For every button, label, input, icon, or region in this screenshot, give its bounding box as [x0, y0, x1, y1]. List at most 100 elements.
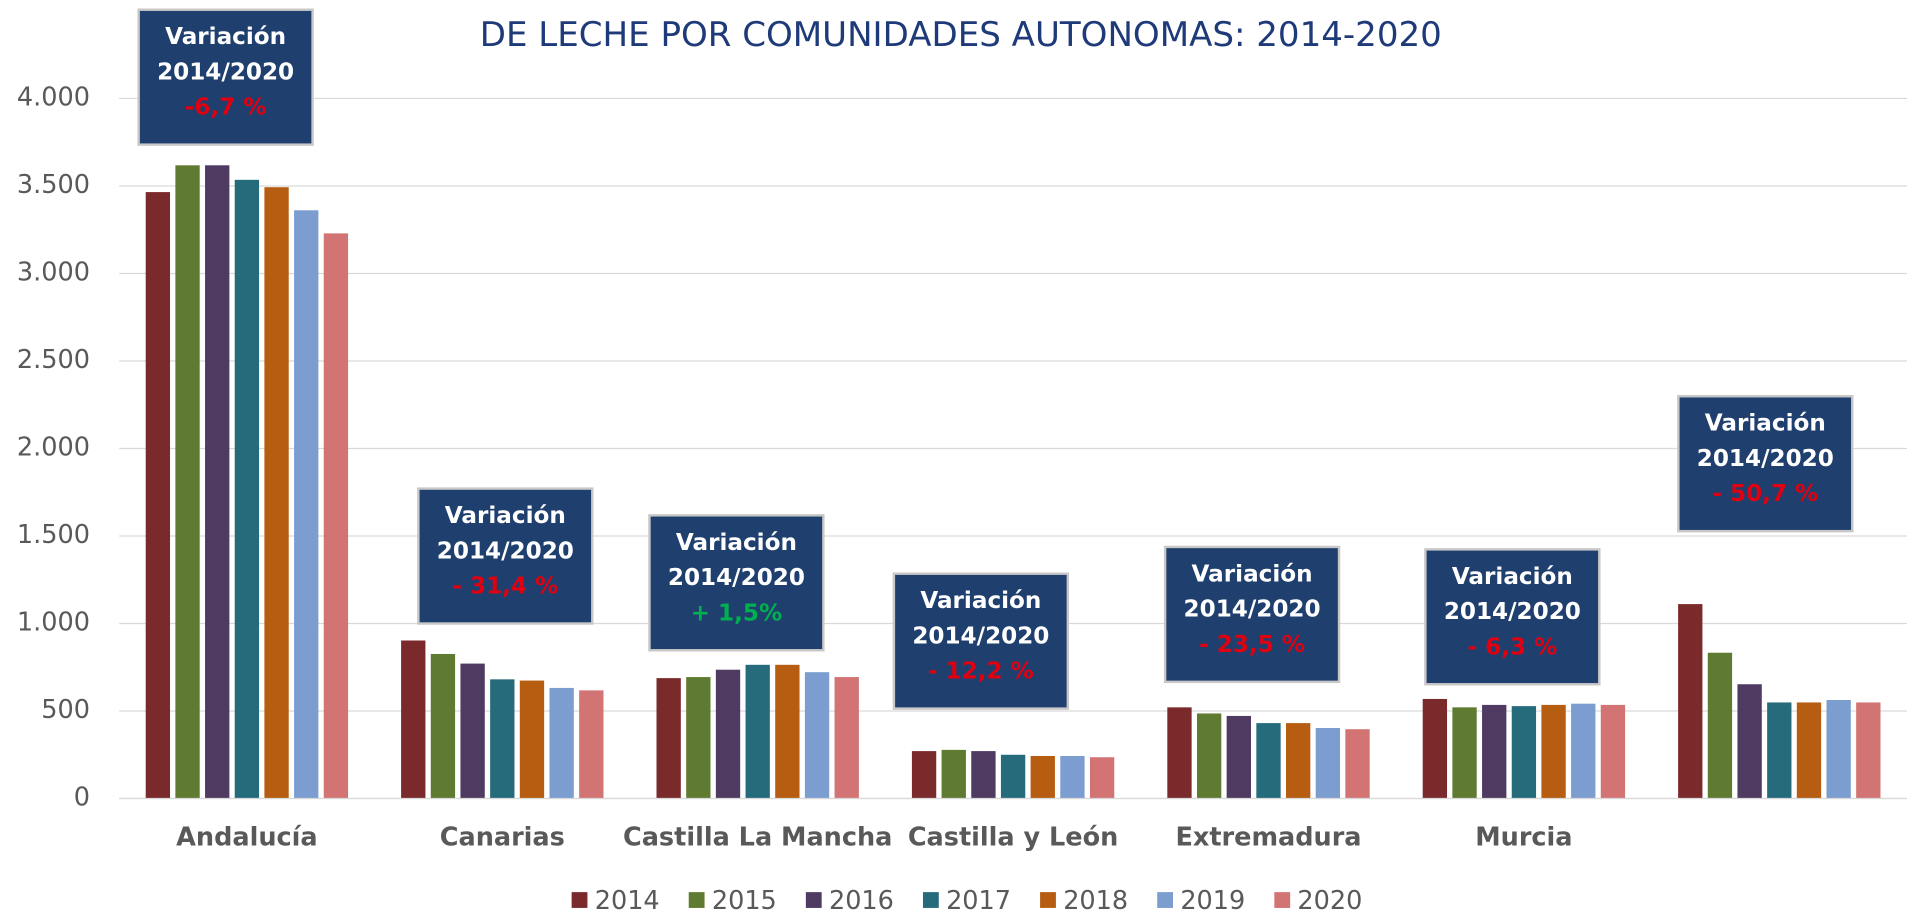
bar	[1000, 754, 1026, 799]
bar	[1089, 757, 1115, 799]
bar	[1030, 756, 1055, 799]
legend-swatch	[688, 892, 705, 908]
annotation-box	[137, 8, 314, 146]
annotation: Variación 2014/2020 - 23,5 %	[1163, 545, 1341, 684]
annotation-box	[1424, 548, 1601, 686]
annotation-line: 2014/2020	[912, 623, 1049, 649]
y-tick-label: 1.500	[17, 520, 90, 550]
bar	[234, 179, 260, 799]
bar	[804, 672, 830, 799]
annotation-line: Variación	[1192, 561, 1313, 587]
legend-swatch	[1274, 892, 1291, 908]
bar	[1707, 652, 1733, 799]
bar	[686, 677, 711, 799]
annotation-line: 2014/2020	[1184, 597, 1321, 623]
annotation-line: Variación	[676, 530, 797, 556]
annotation: Variación 2014/2020 + 1,5%	[648, 514, 825, 652]
legend-label: 2019	[1180, 886, 1245, 914]
y-tick-label: 1.000	[17, 608, 90, 638]
legend-label: 2015	[712, 886, 777, 914]
bar	[1345, 729, 1370, 799]
bar	[1482, 704, 1507, 799]
annotation-value: - 6,3 %	[1467, 634, 1557, 660]
bar	[1286, 723, 1311, 799]
bar	[1541, 704, 1566, 799]
bar	[911, 751, 937, 799]
bar	[775, 664, 800, 799]
bar	[264, 187, 289, 799]
bar	[490, 679, 515, 799]
bar	[1511, 706, 1537, 799]
x-tick-label: Castilla y León	[908, 823, 1119, 853]
x-tick-label: Castilla La Mancha	[623, 823, 892, 853]
annotation-box	[892, 572, 1070, 710]
bar	[549, 687, 574, 799]
bar	[1856, 702, 1881, 799]
bar	[430, 653, 456, 799]
x-tick-label: Extremadura	[1175, 823, 1361, 853]
bar	[579, 690, 604, 799]
annotation-line: Variación	[445, 503, 566, 529]
bar	[294, 210, 319, 799]
annotation-line: 2014/2020	[1697, 446, 1834, 472]
annotation-box	[1163, 545, 1341, 684]
bar	[323, 233, 349, 799]
bar	[145, 192, 171, 799]
bar	[1796, 702, 1822, 799]
annotation-line: 2014/2020	[1444, 599, 1581, 625]
y-tick-label: 2.000	[17, 432, 90, 462]
bar	[1060, 756, 1085, 799]
bar	[1826, 699, 1851, 799]
annotation-line: Variación	[165, 24, 286, 50]
bar	[745, 664, 770, 799]
bar	[656, 678, 681, 799]
legend-label: 2016	[829, 886, 894, 914]
annotation-value: -6,7 %	[185, 95, 267, 121]
annotation: Variación 2014/2020 -6,7 %	[137, 8, 314, 146]
y-tick-label: 500	[41, 695, 90, 725]
bar	[401, 640, 426, 799]
y-tick-label: 2.500	[17, 345, 90, 375]
annotation-value: - 23,5 %	[1199, 632, 1305, 658]
bar	[941, 749, 966, 799]
legend-swatch	[805, 892, 822, 908]
annotation-line: 2014/2020	[437, 538, 574, 564]
bar	[460, 663, 485, 799]
bar	[175, 165, 200, 799]
bar	[1167, 707, 1192, 799]
y-tick-label: 3.000	[17, 257, 90, 287]
bar	[205, 165, 230, 799]
bar	[834, 677, 859, 799]
legend-swatch	[1157, 892, 1174, 908]
legend-label: 2020	[1297, 886, 1362, 914]
bar	[971, 751, 996, 799]
annotation-box	[648, 514, 825, 652]
bar	[1571, 703, 1596, 799]
annotation-line: Variación	[920, 588, 1041, 614]
annotation-value: - 50,7 %	[1712, 481, 1818, 507]
legend-swatch	[922, 892, 939, 908]
annotation-box	[1677, 395, 1854, 533]
legend-label: 2017	[946, 886, 1011, 914]
annotation-line: Variación	[1705, 411, 1826, 437]
bar	[1196, 713, 1222, 799]
bar	[1226, 715, 1251, 799]
bar	[1678, 604, 1703, 799]
x-tick-label: Andalucía	[176, 823, 317, 853]
legend-swatch	[571, 892, 588, 908]
annotation-line: 2014/2020	[668, 565, 805, 591]
bar	[1256, 723, 1281, 799]
annotation-value: - 31,4 %	[452, 574, 558, 600]
annotation: Variación 2014/2020 - 50,7 %	[1677, 395, 1854, 533]
annotation: Variación 2014/2020 - 6,3 %	[1424, 548, 1601, 686]
bar	[715, 669, 741, 799]
legend-label: 2014	[595, 886, 660, 914]
bar	[519, 680, 545, 799]
annotation-line: Variación	[1452, 564, 1573, 590]
y-tick-label: 0	[74, 783, 90, 813]
annotation-box	[417, 487, 594, 625]
annotation-value: - 12,2 %	[928, 659, 1034, 685]
x-tick-label: Murcia	[1475, 823, 1572, 853]
bar	[1737, 684, 1762, 799]
